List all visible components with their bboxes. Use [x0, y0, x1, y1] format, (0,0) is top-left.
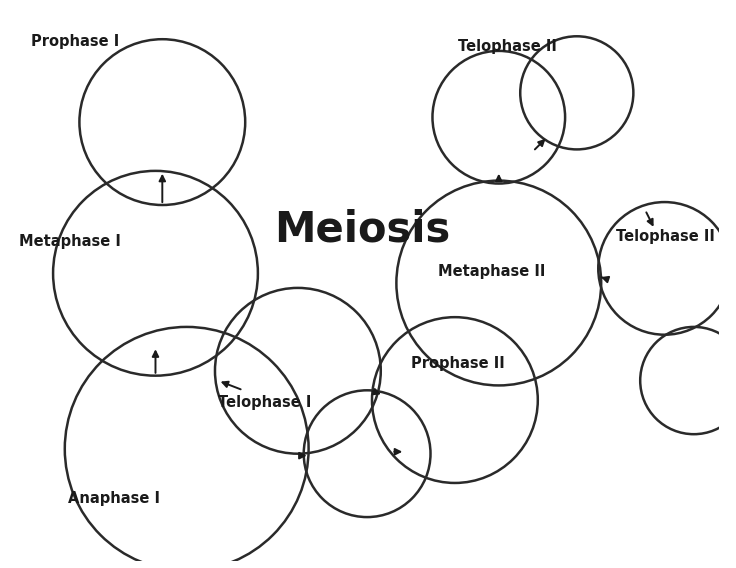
Text: Telophase I: Telophase I [218, 395, 311, 410]
Text: Meiosis: Meiosis [274, 208, 450, 250]
Text: Telophase II: Telophase II [616, 229, 715, 244]
Text: Prophase II: Prophase II [411, 356, 505, 371]
Text: Telophase II: Telophase II [458, 39, 556, 54]
Text: Prophase I: Prophase I [31, 34, 119, 49]
Text: Metaphase II: Metaphase II [439, 264, 545, 278]
Text: Metaphase I: Metaphase I [19, 234, 121, 249]
Text: Anaphase I: Anaphase I [68, 491, 160, 506]
